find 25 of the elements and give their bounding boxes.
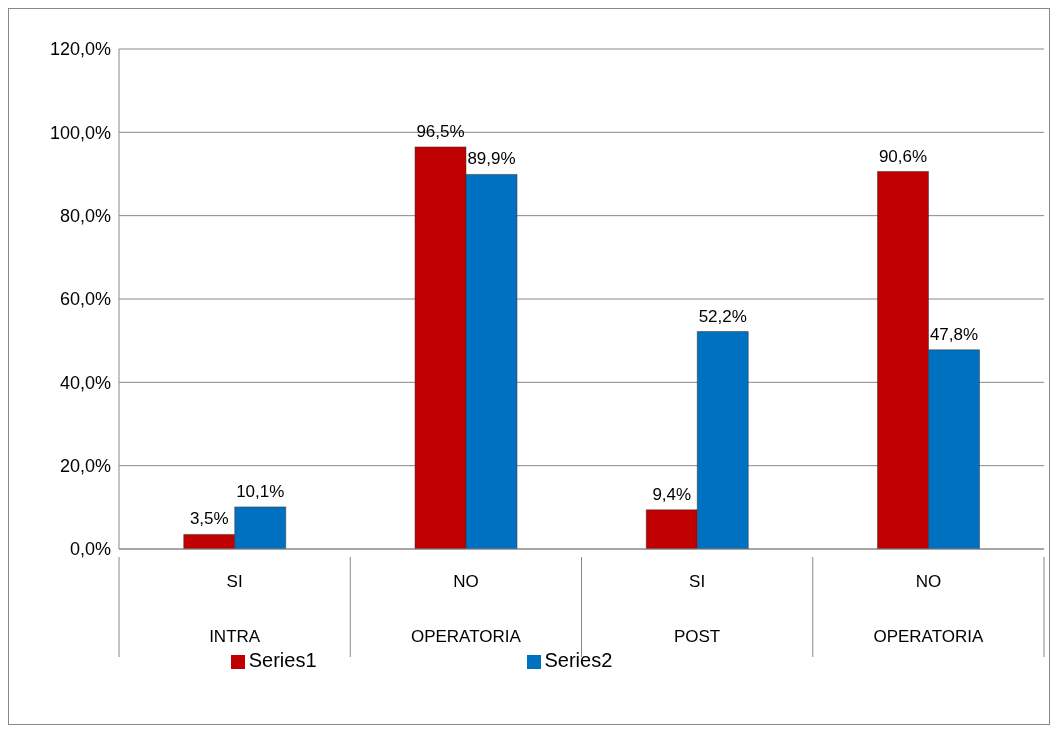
data-label: 10,1% [236,481,285,501]
y-tick-label: 40,0% [59,372,111,393]
data-label: 96,5% [416,121,465,141]
data-label: 90,6% [878,146,928,166]
text: INTRA [209,627,261,646]
legend-label: Series1 [248,649,317,671]
data-label: 89,9% [467,149,516,169]
y-tick-label: 60,0% [59,289,111,310]
y-tick-label: 20,0% [59,456,111,477]
text: POST [673,627,721,646]
y-tick-label: 120,0% [49,39,111,60]
y-tick-label: 0,0% [69,539,111,560]
data-label: 52,2% [698,306,747,326]
y-tick-label: 80,0% [59,206,111,227]
legend-label: Series2 [544,649,613,671]
data-label: 47,8% [929,324,979,344]
data-label: 9,4% [652,484,692,504]
text: OPERATORIA [873,627,984,646]
x-tick-label: NO [915,572,942,591]
x-tick-label: SI [689,572,706,591]
y-tick-label: 100,0% [49,122,111,143]
data-label: 3,5% [189,509,229,529]
x-tick-label: NO [453,572,479,591]
text: OPERATORIA [410,627,522,646]
x-tick-label: SI [226,572,243,591]
